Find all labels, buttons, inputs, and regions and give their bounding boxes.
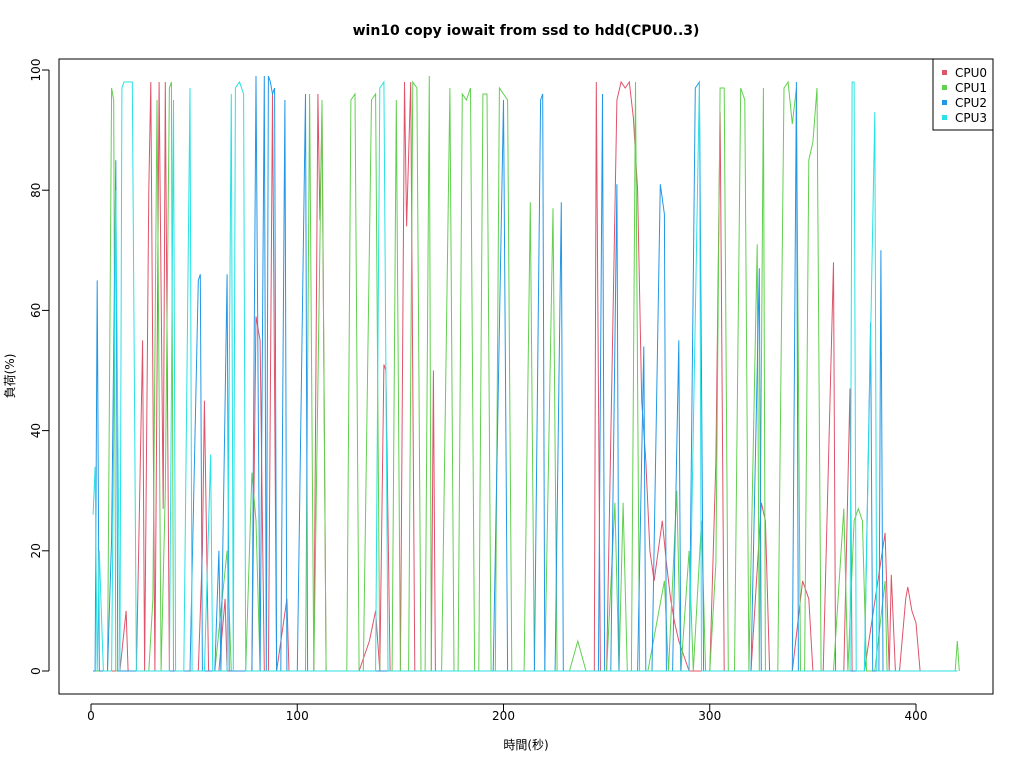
x-tick-label: 300 (698, 709, 721, 723)
y-axis: 0 20 40 60 80 100 (29, 59, 50, 675)
plot-frame (58, 58, 994, 695)
y-axis-label: 負荷(%) (3, 354, 17, 399)
x-tick-label: 200 (492, 709, 515, 723)
x-axis-label: 時間(秒) (503, 738, 548, 752)
y-tick-label: 60 (29, 303, 43, 318)
chart-title: win10 copy iowait from ssd to hdd(CPU0..… (353, 23, 700, 39)
y-tick-label: 80 (29, 183, 43, 198)
y-tick-label: 100 (29, 59, 43, 82)
legend-label-cpu3: CPU3 (955, 111, 987, 125)
y-tick-label: 20 (29, 543, 43, 558)
legend-swatch-cpu1 (942, 85, 947, 90)
x-tick-label: 400 (905, 709, 928, 723)
y-tick-label: 0 (29, 667, 43, 675)
legend-label-cpu2: CPU2 (955, 96, 987, 110)
series-line-cpu1 (93, 75, 960, 672)
series-line-cpu3 (92, 80, 958, 672)
legend-label-cpu0: CPU0 (955, 66, 987, 80)
legend-swatch-cpu0 (942, 70, 947, 75)
y-tick-label: 40 (29, 423, 43, 438)
plot-lines (92, 75, 960, 672)
x-tick-label: 0 (87, 709, 95, 723)
legend-swatch-cpu2 (942, 100, 947, 105)
legend-label-cpu1: CPU1 (955, 81, 987, 95)
x-tick-label: 100 (286, 709, 309, 723)
x-axis: 0 100 200 300 400 (87, 703, 928, 723)
legend-swatch-cpu3 (942, 115, 947, 120)
